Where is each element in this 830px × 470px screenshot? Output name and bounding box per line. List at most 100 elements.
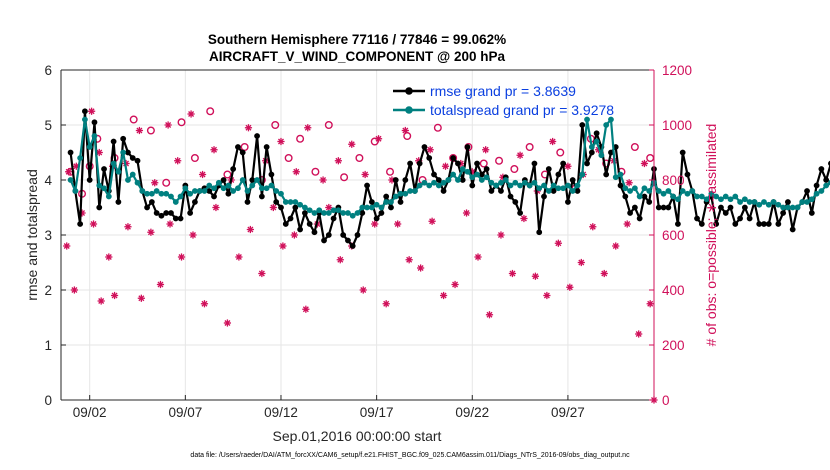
series-rmse-point (455, 160, 461, 167)
obs-possible-point (177, 118, 186, 127)
series-rmse-point (440, 188, 447, 194)
series-rmse-point (301, 210, 308, 216)
series-rmse-point (722, 210, 729, 216)
obs-star-stroke (151, 179, 158, 186)
obs-assimilated-point (88, 107, 96, 115)
series-totalspread-point (622, 185, 629, 192)
series-totalspread-point (627, 188, 633, 194)
series-rmse-point (756, 221, 763, 227)
obs-assimilated-point (187, 110, 195, 118)
series-totalspread-point (646, 188, 653, 194)
series-totalspread-point (512, 179, 519, 186)
series-rmse-point (679, 149, 686, 156)
series-rmse-point (718, 204, 724, 211)
legend-rmse-marker (405, 87, 413, 95)
series-totalspread-point (373, 201, 380, 208)
series-totalspread-point (407, 188, 414, 194)
series-totalspread-point (225, 182, 232, 189)
obs-assimilated-point (235, 253, 243, 261)
obs-assimilated-point (401, 126, 409, 135)
obs-assimilated-point (405, 256, 413, 264)
series-rmse-point (732, 221, 739, 227)
series-totalspread-point (368, 204, 375, 211)
series-totalspread-point (655, 188, 662, 194)
obs-possible-point (311, 167, 320, 176)
series-totalspread-point (665, 188, 672, 194)
obs-star-stroke (174, 157, 181, 164)
series-rmse-point (464, 144, 471, 150)
series-totalspread-point (746, 199, 753, 205)
obs-assimilated-point (166, 220, 174, 228)
obs-star-stroke (383, 300, 390, 307)
obs-assimilated-point (485, 311, 494, 319)
obs-star-stroke (635, 331, 642, 337)
series-totalspread-point (579, 171, 586, 178)
obs-possible-point (223, 170, 232, 179)
series-totalspread-point (287, 199, 294, 205)
x-tick-label: 09/27 (551, 405, 585, 420)
series-rmse-point (278, 204, 284, 211)
series-totalspread-point (636, 193, 643, 200)
series-totalspread-point (359, 204, 366, 211)
obs-star-stroke (417, 265, 424, 271)
series-totalspread-point (96, 182, 103, 189)
series-totalspread-point (383, 199, 390, 205)
series-totalspread-point (340, 210, 347, 216)
series-totalspread-point (115, 168, 122, 175)
obs-star-stroke (578, 259, 585, 266)
obs-star-stroke (549, 138, 556, 145)
series-rmse-point (172, 215, 179, 222)
obs-assimilated-point (482, 146, 490, 154)
series-totalspread-point (785, 204, 791, 211)
series-rmse-point (368, 199, 375, 205)
y-tick-label-left: 6 (44, 63, 52, 78)
series-rmse-point (325, 232, 332, 238)
series-rmse-point (808, 210, 815, 216)
series-rmse-point (459, 177, 466, 183)
series-rmse-point (177, 215, 184, 222)
series-rmse-point (273, 199, 280, 205)
obs-star-stroke (302, 306, 309, 313)
obs-possible-point (556, 148, 565, 157)
obs-possible-point (630, 142, 639, 151)
series-rmse-point (813, 182, 820, 189)
obs-assimilated-point (63, 242, 71, 250)
series-totalspread-point (392, 193, 399, 200)
series-rmse-point (239, 149, 246, 156)
obs-assimilated-point (589, 223, 597, 231)
obs-star-stroke (258, 270, 265, 277)
series-rmse-point (555, 171, 562, 178)
obs-assimilated-point (371, 220, 379, 228)
series-totalspread-point (818, 188, 825, 194)
series-rmse-point (392, 177, 399, 183)
series-totalspread-point (258, 185, 265, 192)
series-rmse-point (82, 108, 88, 115)
series-totalspread-point (789, 204, 796, 211)
series-rmse-point (91, 119, 98, 126)
obs-star-stroke (517, 152, 524, 159)
obs-assimilated-point (210, 146, 218, 154)
series-rmse-point (235, 144, 241, 150)
obs-assimilated-point (497, 231, 505, 239)
series-totalspread-point (321, 210, 327, 216)
obs-star-stroke (509, 270, 516, 277)
legend-spread-marker (405, 106, 413, 114)
obs-star-stroke (394, 221, 401, 227)
series-totalspread-point (249, 182, 256, 189)
series-rmse-point (364, 182, 370, 189)
obs-assimilated-point (549, 137, 557, 146)
series-rmse-point (565, 199, 571, 205)
obs-assimilated-point (244, 124, 253, 132)
obs-star-stroke (612, 243, 619, 249)
series-rmse-point (698, 221, 705, 227)
y-tick-label-right: 1200 (662, 63, 692, 78)
series-rmse-point (268, 171, 275, 178)
obs-assimilated-point (441, 162, 450, 170)
obs-star-stroke (270, 204, 277, 211)
obs-assimilated-point (428, 217, 436, 225)
obs-possible-point (386, 167, 395, 176)
obs-assimilated-point (334, 157, 342, 165)
series-totalspread-point (694, 193, 700, 200)
chart-title-line2: AIRCRAFT_V_WIND_COMPONENT @ 200 hPa (209, 49, 505, 64)
series-totalspread-point (125, 177, 131, 183)
